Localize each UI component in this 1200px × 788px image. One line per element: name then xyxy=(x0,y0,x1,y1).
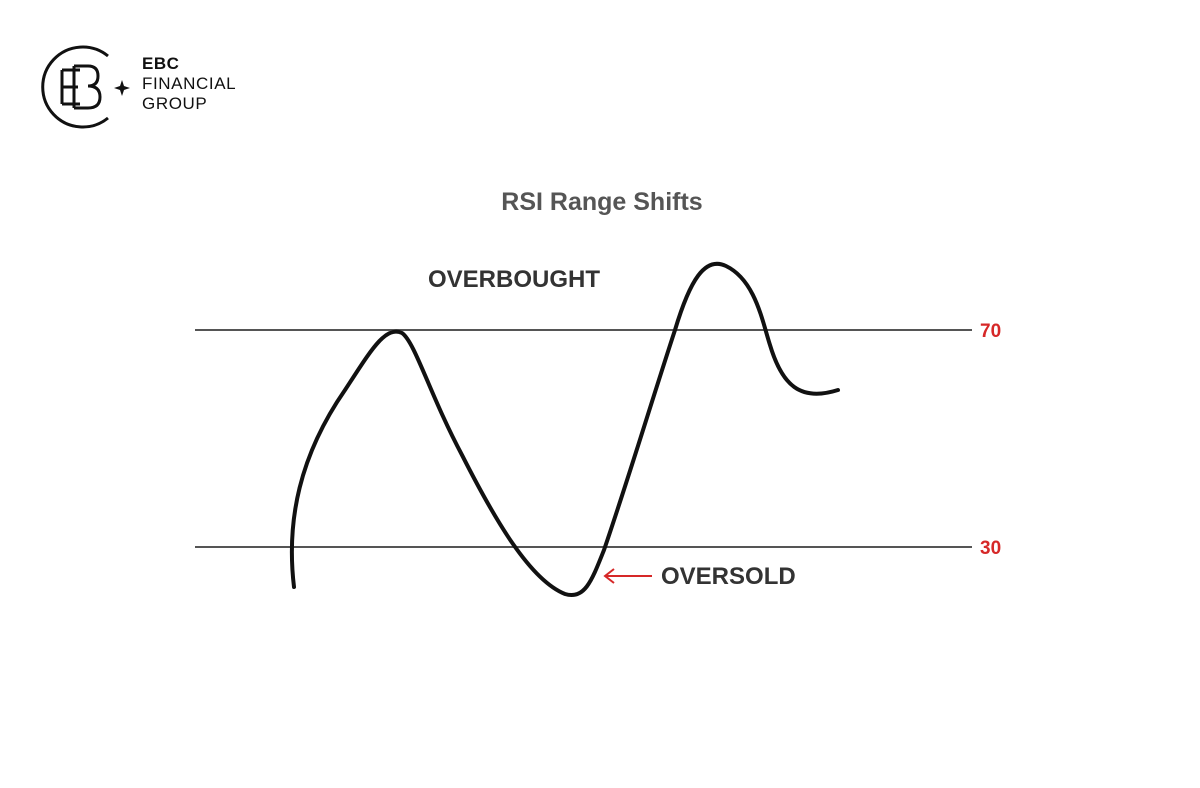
diagram-title: RSI Range Shifts xyxy=(501,188,702,216)
rsi-curve xyxy=(289,261,840,598)
oversold-arrow-icon xyxy=(603,568,652,584)
overbought-label: OVERBOUGHT xyxy=(428,266,600,293)
level-30-label: 30 xyxy=(980,538,1001,559)
ebc-logo: EBC FINANCIAL GROUP xyxy=(38,42,258,132)
logo-line-3: GROUP xyxy=(142,94,208,113)
oversold-label: OVERSOLD xyxy=(661,563,796,590)
level-70-label: 70 xyxy=(980,321,1001,342)
logo-line-2: FINANCIAL xyxy=(142,74,237,93)
sparkle-icon xyxy=(114,80,130,96)
logo-wordmark: EBC FINANCIAL GROUP xyxy=(142,54,236,114)
logo-line-1: EBC xyxy=(142,54,180,73)
ebc-monogram-icon xyxy=(41,45,130,129)
